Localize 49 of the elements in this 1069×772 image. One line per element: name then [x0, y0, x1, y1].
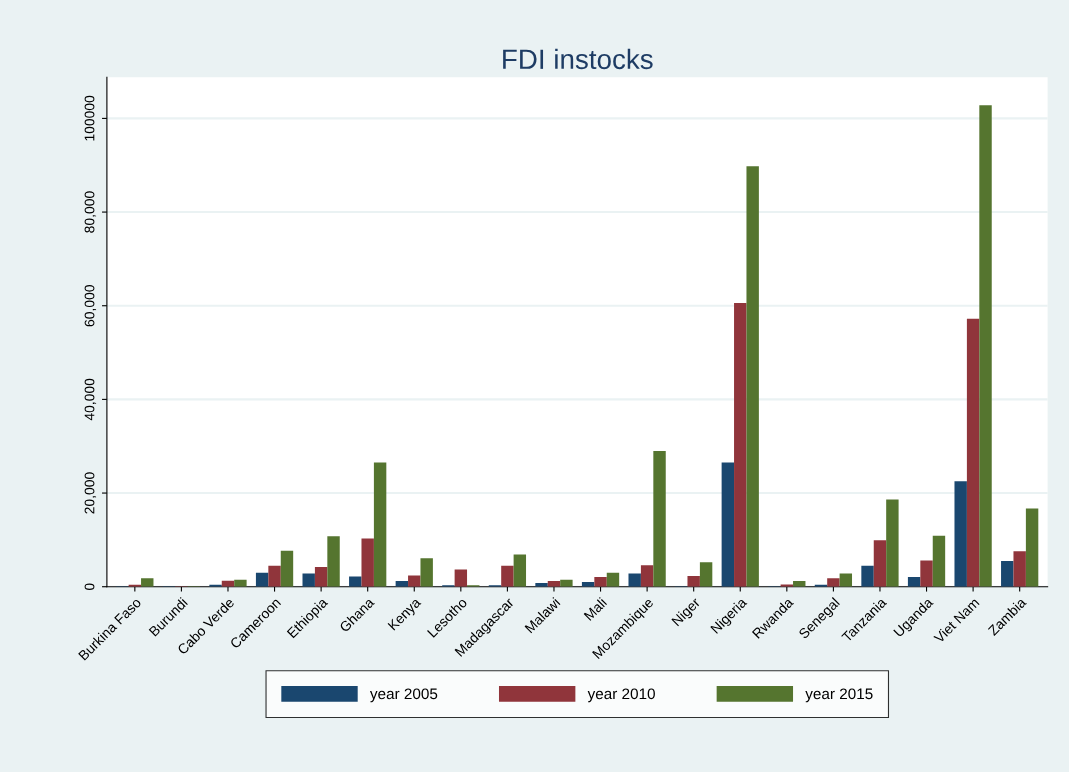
bar	[1025, 508, 1039, 587]
bar	[302, 573, 315, 587]
bar	[1001, 560, 1014, 587]
y-tick-label: 0	[84, 583, 95, 591]
bar	[268, 565, 281, 587]
bar	[640, 565, 654, 587]
bar	[954, 481, 967, 587]
bar	[501, 565, 514, 587]
legend-label: year 2010	[587, 688, 655, 703]
legend-label: year 2015	[805, 688, 873, 703]
bar	[594, 576, 607, 587]
bar	[408, 575, 421, 587]
bar	[827, 578, 840, 587]
bar	[721, 462, 735, 587]
bar	[746, 166, 759, 587]
y-tick-label: 60,000	[84, 285, 97, 327]
y-tick-label: 20,000	[84, 472, 97, 514]
y-tick-label: 40,000	[84, 378, 97, 421]
bar	[255, 572, 269, 587]
bar	[141, 578, 154, 587]
bar	[734, 302, 747, 587]
chart-title: FDI instocks	[503, 48, 653, 70]
bar	[653, 450, 666, 587]
y-tick-label: 100000	[84, 95, 95, 141]
bar	[361, 538, 374, 587]
bar	[349, 576, 362, 587]
bar	[280, 550, 294, 587]
bar	[920, 560, 933, 587]
bar	[932, 535, 946, 587]
bar	[979, 105, 992, 587]
bar	[560, 579, 573, 587]
bar	[628, 573, 641, 587]
bar	[699, 562, 713, 587]
bar	[861, 565, 874, 587]
bar	[1013, 551, 1026, 587]
bar	[687, 575, 700, 587]
bar	[886, 499, 899, 587]
bar	[420, 558, 433, 587]
bar	[373, 462, 387, 587]
bar	[234, 579, 247, 587]
y-tick-label: 80,000	[84, 191, 97, 233]
bar	[327, 536, 340, 587]
bar	[454, 569, 468, 587]
legend-label: year 2005	[369, 688, 438, 703]
bar	[513, 554, 527, 587]
bar	[873, 540, 887, 587]
bar	[314, 567, 328, 587]
bar	[606, 572, 620, 587]
bar	[966, 318, 980, 587]
